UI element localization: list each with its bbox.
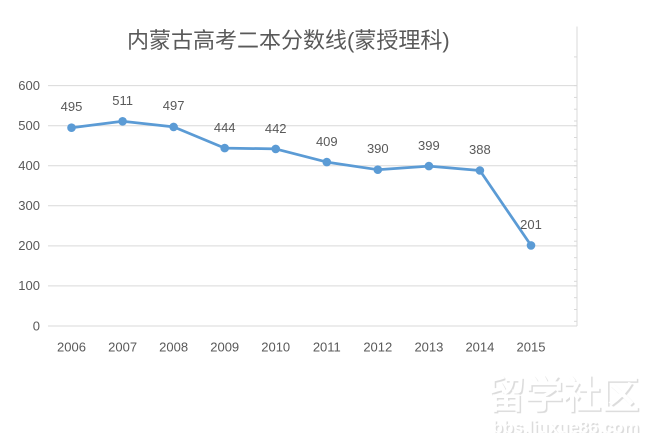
svg-text:495: 495 [61,99,83,114]
svg-text:442: 442 [265,121,287,136]
svg-text:300: 300 [18,198,40,213]
svg-text:201: 201 [520,217,542,232]
svg-text:497: 497 [163,98,185,113]
svg-text:2008: 2008 [159,340,188,355]
svg-text:200: 200 [18,238,40,253]
svg-text:100: 100 [18,278,40,293]
svg-text:0: 0 [33,319,40,334]
svg-text:2015: 2015 [517,340,546,355]
svg-text:390: 390 [367,141,389,156]
svg-text:2006: 2006 [57,340,86,355]
svg-text:2009: 2009 [210,340,239,355]
svg-text:2011: 2011 [313,340,341,355]
svg-text:399: 399 [418,138,440,153]
svg-text:2010: 2010 [261,340,290,355]
svg-text:500: 500 [18,118,40,133]
svg-text:409: 409 [316,134,338,149]
svg-text:511: 511 [112,93,133,108]
svg-text:2013: 2013 [414,340,443,355]
svg-text:2012: 2012 [363,340,392,355]
svg-text:2014: 2014 [465,340,494,355]
svg-text:444: 444 [214,120,236,135]
svg-text:400: 400 [18,158,40,173]
svg-text:2007: 2007 [108,340,137,355]
svg-text:388: 388 [469,142,491,157]
svg-text:600: 600 [18,78,40,93]
